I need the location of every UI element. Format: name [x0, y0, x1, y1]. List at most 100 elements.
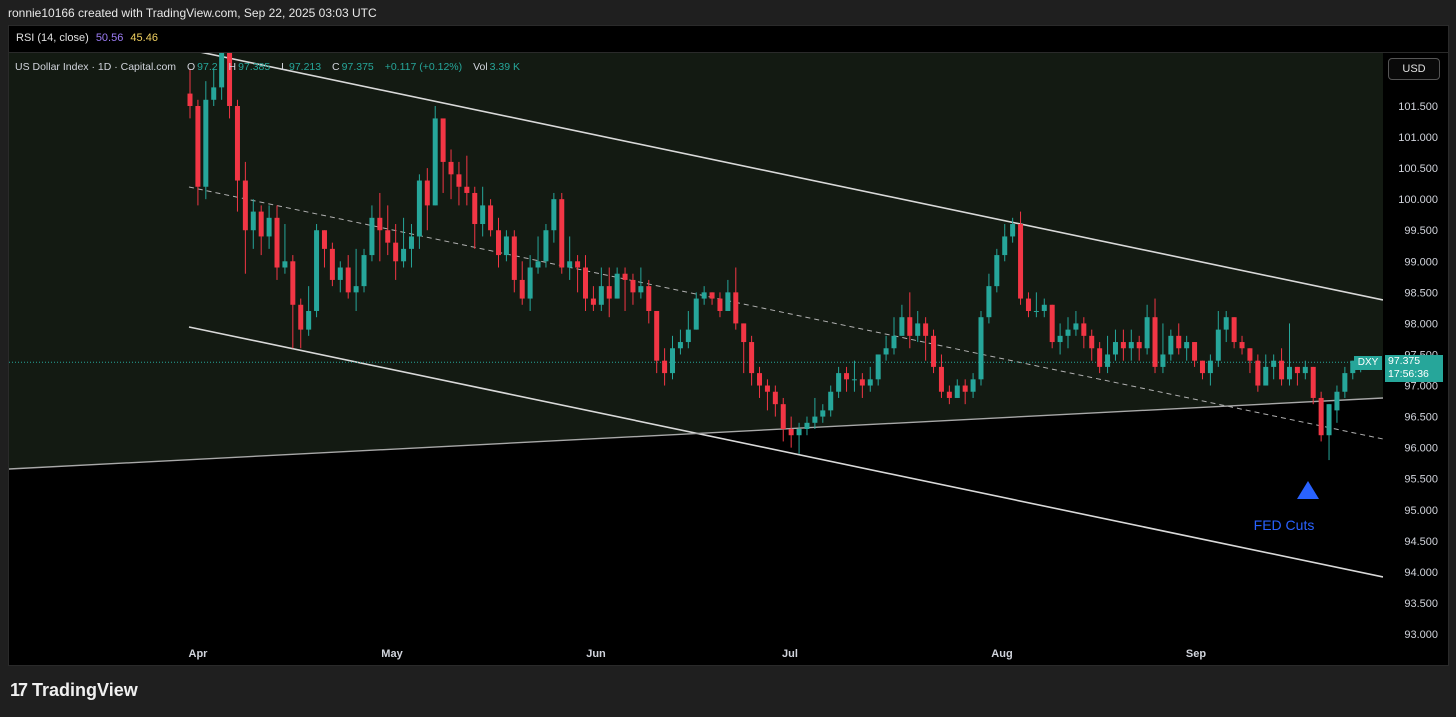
- close-label: C: [332, 61, 340, 73]
- candle-body: [464, 186, 470, 193]
- candle-body: [361, 255, 367, 287]
- candle-body: [590, 298, 596, 305]
- candle-body: [298, 304, 304, 330]
- candle-body: [1089, 335, 1095, 349]
- y-tick-label: 98.500: [1404, 287, 1438, 299]
- candle-body: [907, 317, 913, 336]
- candle-body: [638, 286, 644, 293]
- candle-body: [503, 236, 509, 256]
- symbol-name: US Dollar Index · 1D · Capital.com: [15, 61, 177, 73]
- candle-body: [772, 391, 778, 405]
- candle-body: [915, 323, 921, 336]
- candle-body: [337, 267, 343, 280]
- symbol-legend: US Dollar Index · 1D · Capital.com O 97.2…: [15, 61, 520, 73]
- candle-body: [1168, 335, 1174, 355]
- candle-body: [440, 118, 446, 162]
- candle-body: [401, 248, 407, 262]
- candle-body: [1255, 360, 1261, 386]
- bar-countdown: 17:56:36: [1388, 367, 1429, 380]
- y-tick-label: 97.000: [1404, 381, 1438, 393]
- candle-body: [606, 286, 612, 299]
- candle-body: [1302, 366, 1308, 374]
- y-tick-label: 94.500: [1404, 536, 1438, 548]
- candle-body: [353, 286, 359, 293]
- candle-body: [519, 279, 525, 299]
- candle-body: [1294, 366, 1300, 374]
- candle-body: [1342, 373, 1348, 392]
- candle-body: [242, 180, 248, 231]
- candle-body: [614, 273, 620, 299]
- candle-body: [1318, 397, 1324, 436]
- candle-body: [1097, 348, 1103, 367]
- arrow-up-icon: [1297, 481, 1319, 499]
- candle-body: [1033, 310, 1039, 312]
- candle-body: [859, 379, 865, 386]
- candle-body: [377, 217, 383, 231]
- candle-body: [1207, 360, 1213, 374]
- candle-body: [978, 317, 984, 380]
- y-tick-label: 94.000: [1404, 567, 1438, 579]
- support-trendline: [9, 397, 1383, 470]
- y-tick-label: 95.500: [1404, 474, 1438, 486]
- candle-body: [227, 53, 233, 106]
- currency-button[interactable]: USD: [1388, 58, 1440, 80]
- candle-body: [899, 317, 905, 336]
- candle-body: [764, 385, 770, 392]
- candle-body: [701, 292, 707, 299]
- candle-body: [938, 366, 944, 392]
- symbol-price-tag: DXY: [1354, 356, 1382, 370]
- candle-body: [290, 261, 296, 305]
- candle-body: [448, 161, 454, 175]
- y-tick-label: 96.000: [1404, 443, 1438, 455]
- candle-body: [480, 205, 486, 225]
- candle-body: [187, 93, 193, 106]
- candle-body: [1081, 323, 1087, 336]
- candle-body: [1310, 366, 1316, 398]
- candle-body: [622, 273, 628, 280]
- tradingview-logo[interactable]: 17 TradingView: [10, 680, 138, 701]
- low-label: L: [281, 61, 287, 73]
- candle-body: [1144, 317, 1150, 349]
- candle-body: [844, 373, 850, 380]
- candle-body: [1286, 366, 1292, 380]
- candle-body: [195, 106, 201, 187]
- candle-body: [741, 323, 747, 343]
- shaded-region: [9, 53, 1383, 469]
- rsi-title: RSI (14, close): [16, 32, 89, 44]
- candle-body: [535, 261, 541, 268]
- candle-body: [646, 286, 652, 311]
- candle-body: [211, 87, 217, 100]
- last-price-box: 97.375 17:56:36: [1385, 355, 1443, 382]
- volume-value: 3.39 K: [489, 61, 521, 73]
- candle-body: [1160, 354, 1166, 367]
- candle-body: [1057, 335, 1063, 343]
- candle-body: [693, 298, 699, 330]
- y-tick-label: 101.500: [1398, 101, 1438, 113]
- chart-credit: ronnie10166 created with TradingView.com…: [8, 6, 377, 20]
- candle-body: [749, 342, 755, 374]
- candle-body: [258, 211, 264, 237]
- candle-body: [1271, 360, 1277, 367]
- open-label: O: [186, 61, 196, 73]
- y-tick-label: 93.000: [1404, 629, 1438, 641]
- candle-body: [369, 217, 375, 256]
- candle-body: [994, 255, 1000, 287]
- candle-body: [559, 199, 565, 268]
- candle-body: [1018, 224, 1024, 299]
- candle-body: [630, 279, 636, 293]
- candle-body: [250, 211, 256, 231]
- candle-body: [709, 292, 715, 299]
- y-tick-label: 101.000: [1398, 132, 1438, 144]
- candle-body: [1215, 329, 1221, 361]
- x-tick-label: Jul: [782, 648, 798, 660]
- candle-body: [1136, 342, 1142, 349]
- candle-body: [836, 373, 842, 392]
- x-tick-label: Sep: [1186, 648, 1206, 660]
- candle-body: [393, 242, 399, 262]
- lower-channel-line: [188, 326, 1383, 578]
- annotation-label: FED Cuts: [1254, 517, 1315, 533]
- candle-body: [416, 180, 422, 237]
- candle-body: [931, 335, 937, 367]
- candle-body: [851, 379, 857, 381]
